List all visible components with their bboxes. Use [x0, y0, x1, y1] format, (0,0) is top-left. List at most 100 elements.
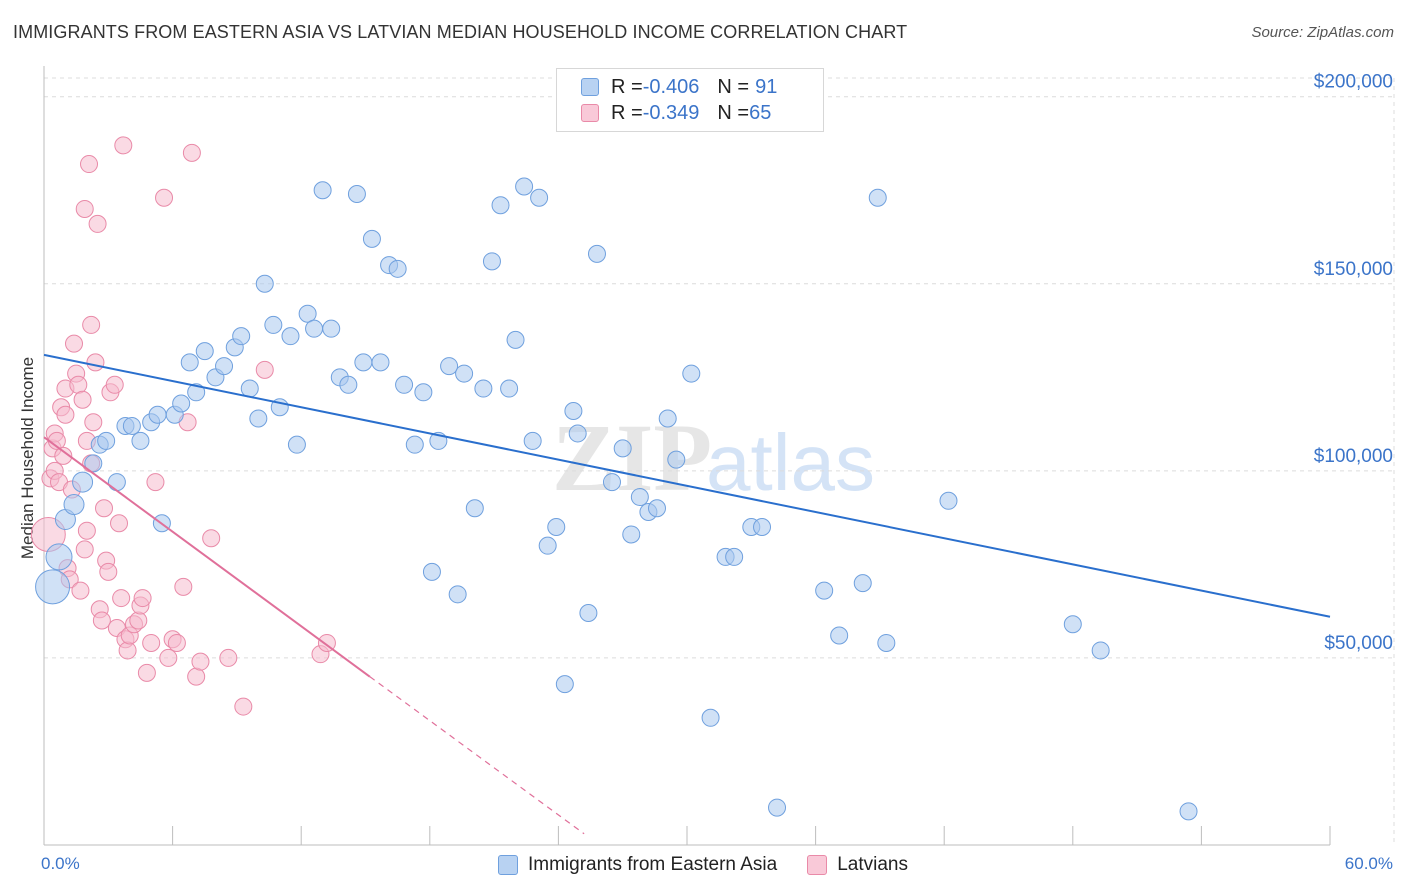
- eastern-asia-point: [122, 416, 141, 435]
- series-legend-eastern-asia[interactable]: Immigrants from Eastern Asia: [498, 854, 777, 876]
- x-tick-label: 60.0%: [1345, 854, 1393, 873]
- eastern-asia-point: [264, 315, 283, 334]
- legend-swatch-blue: [581, 78, 599, 96]
- latvians-point: [54, 446, 73, 465]
- eastern-asia-point: [72, 471, 94, 493]
- eastern-asia-point: [131, 431, 150, 450]
- eastern-asia-point: [682, 364, 701, 383]
- eastern-asia-point: [107, 473, 126, 492]
- eastern-asia-point: [568, 424, 587, 443]
- latvians-point: [118, 641, 137, 660]
- eastern-asia-point: [395, 375, 414, 394]
- eastern-asia-point: [63, 494, 85, 516]
- eastern-asia-point: [187, 383, 206, 402]
- eastern-asia-point: [701, 708, 720, 727]
- eastern-asia-point: [1179, 802, 1198, 821]
- eastern-asia-point: [530, 188, 549, 207]
- latvians-point: [88, 214, 107, 233]
- eastern-asia-point: [305, 319, 324, 338]
- latvians-points: [30, 136, 336, 716]
- legend-row-latvians: R = -0.349 N = 65: [581, 100, 771, 126]
- eastern-asia-point: [877, 633, 896, 652]
- legend-r-value: -0.349: [642, 101, 700, 124]
- eastern-asia-point: [506, 330, 525, 349]
- legend-r-label: R =: [611, 75, 643, 98]
- eastern-asia-point: [405, 435, 424, 454]
- eastern-asia-point: [298, 304, 317, 323]
- eastern-asia-point: [538, 536, 557, 555]
- eastern-asia-point: [448, 585, 467, 604]
- eastern-asia-point: [313, 181, 332, 200]
- eastern-asia-point: [172, 394, 191, 413]
- series-legend: Immigrants from Eastern Asia Latvians: [0, 852, 1406, 878]
- eastern-asia-point: [474, 379, 493, 398]
- eastern-asia-point: [753, 517, 772, 536]
- eastern-asia-point: [422, 562, 441, 581]
- y-tick-label: $50,000: [1324, 633, 1393, 654]
- eastern-asia-point: [339, 375, 358, 394]
- tick-labels: $50,000 $100,000 $150,000 $200,000 0.0% 60.0%: [41, 72, 1393, 873]
- latvians-point: [95, 499, 114, 518]
- legend-n-value: 65: [749, 101, 772, 124]
- source-label: Source: ZipAtlas.com: [1251, 24, 1394, 41]
- eastern-asia-point: [939, 491, 958, 510]
- latvians-point: [114, 136, 133, 155]
- watermark: ZIP atlas: [552, 404, 875, 511]
- eastern-asia-point: [579, 604, 598, 623]
- watermark-atlas: atlas: [706, 418, 875, 507]
- series-swatch-blue: [498, 855, 518, 875]
- eastern-asia-point: [667, 450, 686, 469]
- x-tick-label: 0.0%: [41, 854, 80, 873]
- eastern-asia-point: [564, 401, 583, 420]
- latvians-point: [71, 581, 90, 600]
- eastern-asia-point: [630, 488, 649, 507]
- eastern-asia-point: [830, 626, 849, 645]
- latvians-point: [174, 577, 193, 596]
- latvians-trend-extension: [369, 676, 585, 835]
- latvians-point: [86, 353, 105, 372]
- latvians-point: [146, 473, 165, 492]
- latvians-point: [137, 663, 156, 682]
- legend-swatch-pink: [581, 104, 599, 122]
- latvians-trend-line: [43, 436, 371, 678]
- eastern-asia-point: [215, 357, 234, 376]
- latvians-point: [84, 413, 103, 432]
- legend-r-label: R =: [611, 101, 643, 124]
- eastern-asia-point: [322, 319, 341, 338]
- latvians-point: [129, 611, 148, 630]
- latvians-point: [69, 375, 88, 394]
- eastern-asia-trend-line: [43, 353, 1331, 618]
- y-tick-label: $100,000: [1314, 446, 1393, 467]
- eastern-asia-point: [768, 798, 787, 817]
- latvians-point: [202, 529, 221, 548]
- eastern-asia-point: [35, 569, 71, 605]
- eastern-asia-point: [1063, 615, 1082, 634]
- eastern-asia-point: [232, 327, 251, 346]
- latvians-point: [191, 652, 210, 671]
- legend-row-eastern-asia: R = -0.406 N = 91: [581, 74, 777, 100]
- eastern-asia-point: [602, 473, 621, 492]
- eastern-asia-point: [414, 383, 433, 402]
- eastern-asia-point: [547, 517, 566, 536]
- eastern-asia-point: [97, 431, 116, 450]
- latvians-point: [234, 697, 253, 716]
- eastern-asia-point: [148, 405, 167, 424]
- eastern-asia-point: [455, 364, 474, 383]
- series-legend-latvians[interactable]: Latvians: [807, 854, 908, 876]
- eastern-asia-point: [868, 188, 887, 207]
- latvians-point: [155, 188, 174, 207]
- latvians-point: [167, 633, 186, 652]
- latvians-point: [142, 633, 161, 652]
- latvians-point: [133, 589, 152, 608]
- eastern-asia-point: [180, 353, 199, 372]
- eastern-asia-point: [587, 244, 606, 263]
- series-swatch-pink: [807, 855, 828, 875]
- eastern-asia-point: [388, 259, 407, 278]
- eastern-asia-point: [613, 439, 632, 458]
- latvians-point: [112, 589, 131, 608]
- eastern-asia-point: [500, 379, 519, 398]
- series-label: Latvians: [837, 854, 908, 875]
- eastern-asia-point: [362, 229, 381, 248]
- legend-n-label: N =: [717, 101, 750, 124]
- eastern-asia-point: [195, 342, 214, 361]
